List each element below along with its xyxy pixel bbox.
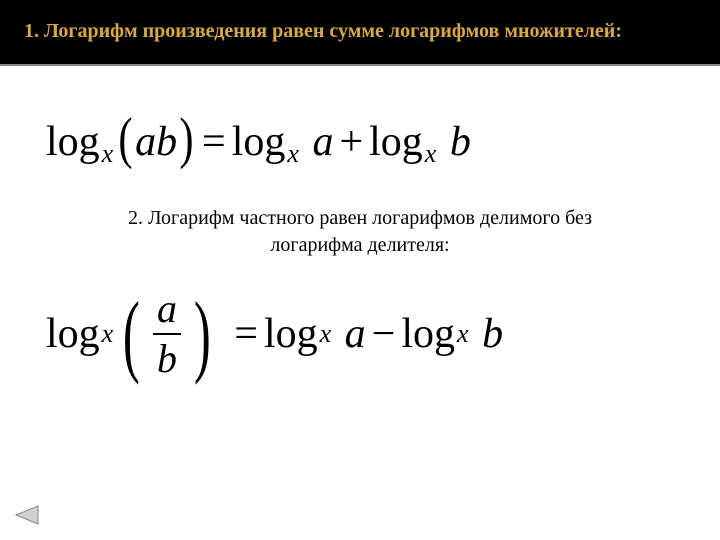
- minus-sign: −: [366, 310, 402, 358]
- log-arg: a: [345, 310, 366, 358]
- log-label: log: [46, 310, 100, 358]
- log-base: x: [100, 319, 117, 349]
- slide-content: logx(ab)=logx a+logx b 2. Логарифм частн…: [0, 66, 720, 381]
- formula-quotient: logx ( a b ) =logx a−logx b: [46, 287, 680, 381]
- log-label: log: [369, 119, 423, 165]
- fraction-numerator: a: [153, 287, 181, 331]
- log-arg: ab: [135, 119, 177, 165]
- fraction-denominator: b: [153, 337, 181, 381]
- log-label: log: [264, 310, 318, 358]
- slide-header: 1. Логарифм произведения равен сумме лог…: [0, 0, 720, 66]
- back-button[interactable]: [14, 504, 40, 526]
- log-label: log: [232, 119, 286, 165]
- close-paren: ): [194, 295, 211, 374]
- log-base: x: [100, 139, 117, 168]
- plus-sign: +: [333, 119, 369, 165]
- log-label: log: [46, 119, 100, 165]
- rule1-title: 1. Логарифм произведения равен сумме лог…: [24, 18, 696, 44]
- open-paren: (: [123, 295, 140, 374]
- log-base: x: [318, 319, 335, 349]
- log-arg: a: [312, 119, 333, 165]
- log-base: x: [423, 139, 440, 168]
- equals-sign: =: [228, 310, 264, 358]
- log-arg: b: [482, 310, 503, 358]
- log-base: x: [285, 139, 302, 168]
- log-label: log: [401, 310, 455, 358]
- rule2-text: 2. Логарифм частного равен логарифмов де…: [80, 205, 640, 259]
- back-arrow-icon: [14, 504, 40, 526]
- fraction-bar: [153, 333, 181, 335]
- log-arg: b: [450, 119, 471, 165]
- log-base: x: [455, 319, 472, 349]
- fraction-group: ( a b ): [116, 287, 218, 381]
- formula-product: logx(ab)=logx a+logx b: [46, 104, 680, 169]
- close-paren: ): [179, 106, 193, 171]
- fraction: a b: [147, 287, 187, 381]
- equals-sign: =: [196, 119, 232, 165]
- open-paren: (: [119, 106, 133, 171]
